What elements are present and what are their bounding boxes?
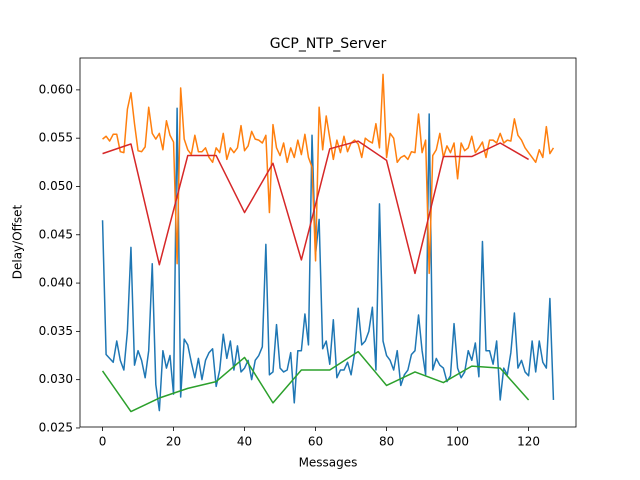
y-axis-label: Delay/Offset: [11, 204, 25, 279]
y-tick-label: 0.045: [39, 227, 73, 241]
y-tick-label: 0.030: [39, 372, 73, 386]
x-tick-label: 60: [308, 435, 323, 449]
x-tick-label: 20: [166, 435, 181, 449]
data-line: [101, 107, 555, 412]
x-tick-label: 120: [517, 435, 540, 449]
chart-title: GCP_NTP_Server: [270, 36, 387, 52]
y-tick-label: 0.055: [39, 131, 73, 145]
plot-frame: [79, 57, 577, 428]
x-tick-label: 100: [446, 435, 469, 449]
x-tick-label: 40: [237, 435, 252, 449]
data-line: [102, 73, 555, 275]
y-tick-label: 0.035: [39, 324, 73, 338]
data-line: [101, 350, 530, 413]
y-tick-label: 0.050: [39, 179, 73, 193]
x-tick-label: 80: [379, 435, 394, 449]
y-tick-label: 0.040: [39, 276, 73, 290]
y-tick-label: 0.025: [39, 420, 73, 434]
x-tick-label: 0: [99, 435, 107, 449]
x-axis-label: Messages: [299, 456, 358, 470]
y-tick-label: 0.060: [39, 82, 73, 96]
data-line: [102, 140, 529, 275]
